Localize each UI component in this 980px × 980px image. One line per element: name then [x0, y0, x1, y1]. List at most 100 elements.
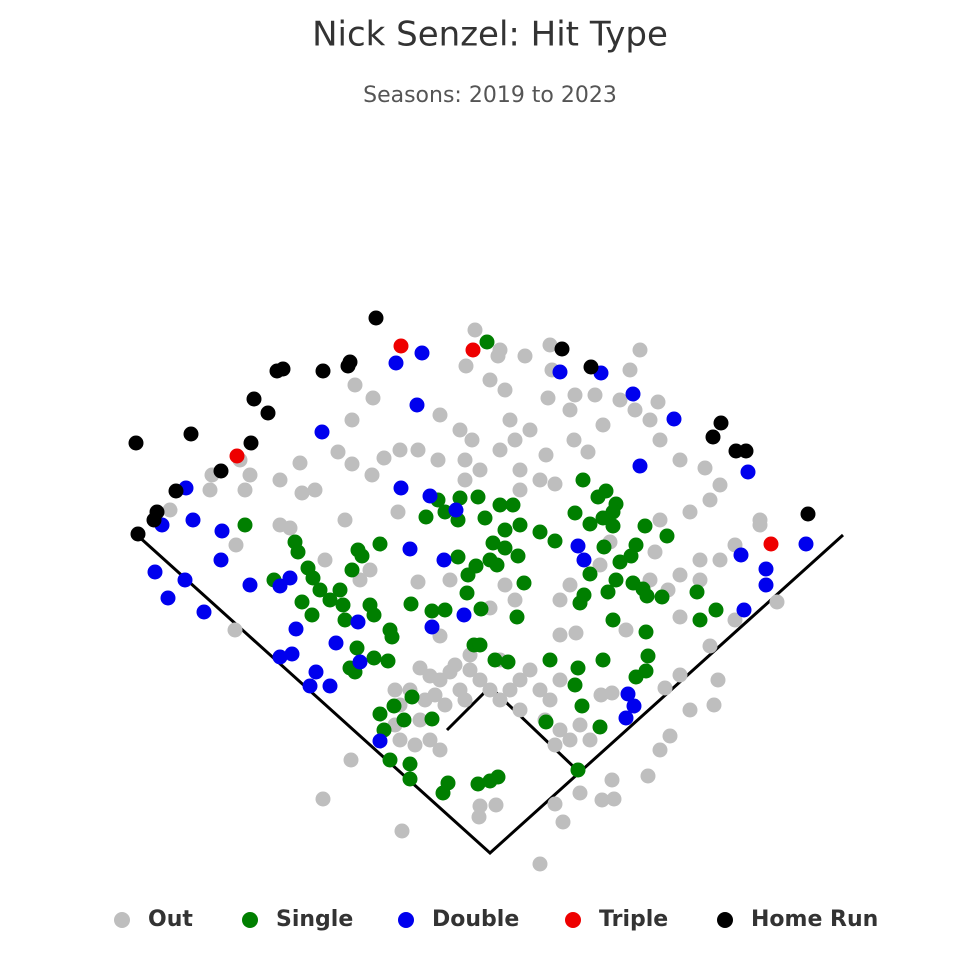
legend-label: Double: [432, 907, 519, 932]
point: [447, 657, 463, 673]
point: [507, 592, 523, 608]
point: [705, 429, 721, 445]
point: [547, 533, 563, 549]
point: [237, 482, 253, 498]
point: [177, 572, 193, 588]
point: [547, 737, 563, 753]
point: [702, 492, 718, 508]
point: [458, 358, 474, 374]
point: [147, 564, 163, 580]
point: [424, 603, 440, 619]
point: [566, 432, 582, 448]
point: [647, 544, 663, 560]
point: [682, 504, 698, 520]
point: [572, 785, 588, 801]
point: [567, 387, 583, 403]
point: [552, 722, 568, 738]
point: [708, 602, 724, 618]
point: [567, 505, 583, 521]
point: [512, 702, 528, 718]
point: [592, 557, 608, 573]
point: [442, 572, 458, 588]
point: [706, 697, 722, 713]
point: [666, 411, 682, 427]
point: [322, 678, 338, 694]
legend-marker: [114, 912, 130, 928]
point: [366, 607, 382, 623]
point: [595, 652, 611, 668]
point: [452, 490, 468, 506]
point: [430, 452, 446, 468]
point: [393, 338, 409, 354]
point: [347, 377, 363, 393]
point: [315, 791, 331, 807]
legend-label: Out: [148, 907, 193, 932]
point: [260, 405, 276, 421]
point: [366, 650, 382, 666]
point: [697, 460, 713, 476]
point: [662, 728, 678, 744]
point: [315, 363, 331, 379]
point: [392, 442, 408, 458]
point: [605, 518, 621, 534]
point: [465, 342, 481, 358]
point: [417, 692, 433, 708]
point: [593, 687, 609, 703]
legend-marker: [242, 912, 258, 928]
point: [587, 387, 603, 403]
point: [288, 621, 304, 637]
point: [682, 702, 698, 718]
point: [386, 698, 402, 714]
point: [482, 682, 498, 698]
point: [424, 711, 440, 727]
point: [284, 646, 300, 662]
chart-title: Nick Senzel: Hit Type: [312, 15, 668, 55]
point: [403, 596, 419, 612]
point: [562, 732, 578, 748]
point: [344, 562, 360, 578]
point: [554, 341, 570, 357]
point: [352, 654, 368, 670]
point: [517, 348, 533, 364]
point: [512, 462, 528, 478]
point: [500, 654, 516, 670]
point: [470, 489, 486, 505]
point: [328, 635, 344, 651]
point: [350, 614, 366, 630]
point: [460, 567, 476, 583]
point: [376, 450, 392, 466]
point: [740, 464, 756, 480]
point: [227, 622, 243, 638]
point: [432, 672, 448, 688]
point: [464, 432, 480, 448]
point: [409, 397, 425, 413]
point: [380, 653, 396, 669]
point: [456, 607, 472, 623]
point: [608, 572, 624, 588]
point: [642, 412, 658, 428]
point: [294, 485, 310, 501]
point: [552, 672, 568, 688]
point: [452, 422, 468, 438]
points: [128, 310, 816, 872]
point: [354, 548, 370, 564]
point: [672, 567, 688, 583]
point: [396, 712, 412, 728]
point: [492, 497, 508, 513]
point: [640, 768, 656, 784]
point: [410, 574, 426, 590]
point: [183, 426, 199, 442]
point: [402, 756, 418, 772]
point: [606, 791, 622, 807]
point: [522, 422, 538, 438]
point: [160, 590, 176, 606]
point: [532, 682, 548, 698]
point: [572, 717, 588, 733]
point: [387, 682, 403, 698]
point: [332, 582, 348, 598]
point: [572, 595, 588, 611]
point: [736, 602, 752, 618]
point: [317, 552, 333, 568]
point: [672, 609, 688, 625]
